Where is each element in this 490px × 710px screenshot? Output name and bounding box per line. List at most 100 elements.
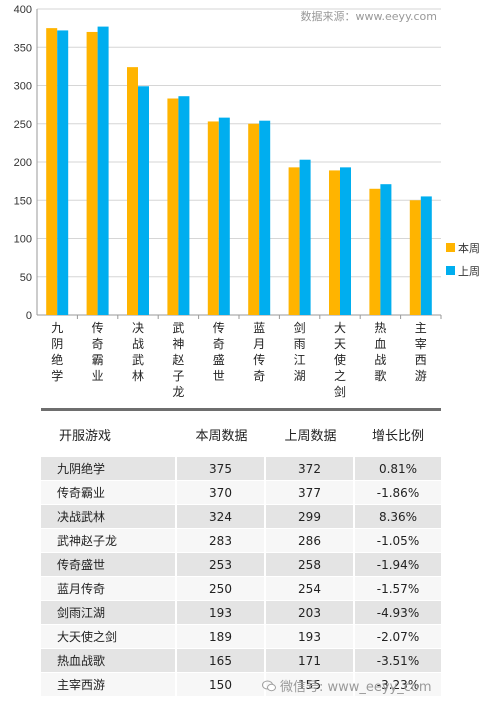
cell-last-week: 203 [266,601,355,625]
x-category-label: 江 [294,353,306,367]
chart-bars [46,26,432,316]
x-category-label: 学 [51,368,63,383]
cell-last-week: 286 [266,529,355,553]
wechat-watermark: 微信号: www_eeyy_com [262,676,432,695]
y-tick-label: 50 [20,272,32,284]
y-tick-label: 100 [14,234,32,246]
table-row: 传奇霸业 370 377 -1.86% [41,481,441,505]
cell-growth: -3.51% [355,649,441,673]
x-category-label: 奇 [92,337,104,351]
legend-label: 上周 [458,265,480,278]
x-category-label: 西 [415,353,427,367]
cell-game: 大天使之剑 [41,625,177,649]
cell-this-week: 189 [177,625,266,649]
bar-last-week [97,26,109,315]
cell-game: 传奇盛世 [41,553,177,577]
header-growth: 增长比例 [371,428,424,444]
bar-last-week [178,96,190,316]
x-category-label: 血 [374,337,386,351]
cell-last-week: 377 [266,481,355,505]
cell-game: 传奇霸业 [41,481,177,505]
x-category-label: 盛 [213,352,225,367]
cell-this-week: 165 [177,649,266,673]
cell-last-week: 258 [266,553,355,577]
x-category-label: 霸 [92,353,104,367]
cell-this-week: 193 [177,601,266,625]
cell-this-week: 375 [177,457,266,481]
x-category-label: 战 [132,337,144,351]
wechat-icon [262,680,276,691]
bar-this-week [207,121,219,315]
x-category-label: 奇 [213,337,225,351]
header-this-week: 本周数据 [195,428,248,444]
x-category-label: 剑 [334,384,346,399]
x-category-label: 之 [334,369,346,383]
x-category-label: 决 [132,321,144,335]
bar-this-week [248,123,260,315]
cell-this-week: 253 [177,553,266,577]
x-category-label: 大 [334,321,346,335]
x-category-label: 奇 [253,369,265,383]
cell-game: 主宰西游 [41,673,177,697]
bar-this-week [329,170,340,315]
x-category-label: 天 [334,337,346,351]
cell-last-week: 299 [266,505,355,529]
cell-growth: -1.57% [355,577,441,601]
table-row: 武神赵子龙 283 286 -1.05% [41,529,441,553]
table-row: 九阴绝学 375 372 0.81% [41,457,441,481]
cell-this-week: 283 [177,529,266,553]
bar-last-week [420,196,432,315]
x-category-label: 绝 [51,352,63,367]
x-category-label: 剑 [294,320,306,335]
x-category-label: 蓝 [253,321,265,335]
y-tick-label: 250 [14,119,32,131]
table-top-rule [41,408,441,411]
x-category-label: 阴 [51,337,63,351]
x-category-label: 赵 [172,353,184,367]
x-category-label: 宰 [415,336,427,351]
cell-this-week: 250 [177,577,266,601]
cell-last-week: 171 [266,649,355,673]
x-category-label: 主 [415,321,427,335]
y-tick-label: 150 [14,195,32,207]
cell-this-week: 370 [177,481,266,505]
cell-last-week: 372 [266,457,355,481]
bar-this-week [288,167,300,315]
cell-this-week: 150 [177,673,266,697]
x-category-label: 传 [92,320,104,335]
bar-this-week [409,200,421,315]
cell-growth: -2.07% [355,625,441,649]
cell-game: 武神赵子龙 [41,529,177,553]
data-source-label: 数据来源：www.eeyy.com [301,9,437,23]
x-category-label: 游 [415,369,427,383]
table-row: 蓝月传奇 250 254 -1.57% [41,577,441,601]
x-category-label: 使 [334,352,346,367]
legend-swatch [446,243,455,252]
chart-x-labels: 九阴绝学传奇霸业决战武林武神赵子龙传奇盛世蓝月传奇剑雨江湖大天使之剑热血战歌主宰… [51,320,427,399]
cell-this-week: 324 [177,505,266,529]
cell-last-week: 254 [266,577,355,601]
bar-this-week [369,188,381,315]
bar-this-week [127,67,138,315]
legend-label: 本周 [458,241,480,255]
cell-game: 决战武林 [41,505,177,529]
header-last-week: 上周数据 [284,428,337,444]
y-tick-label: 200 [14,157,32,169]
header-game: 开服游戏 [59,428,112,444]
cell-growth: -4.93% [355,601,441,625]
cell-game: 蓝月传奇 [41,577,177,601]
bar-this-week [46,28,58,315]
table-row: 剑雨江湖 193 203 -4.93% [41,601,441,625]
x-category-label: 神 [172,337,184,351]
bar-last-week [218,117,230,315]
table-row: 热血战歌 165 171 -3.51% [41,649,441,673]
bar-last-week [57,30,69,315]
bar-this-week [86,31,98,315]
bar-last-week [259,120,271,315]
y-tick-label: 300 [14,81,32,93]
x-category-label: 热 [374,321,386,335]
x-category-label: 雨 [294,337,306,351]
data-table: 开服游戏 本周数据 上周数据 增长比例 九阴绝学 375 372 0.81% 传奇霸业 3… [41,408,441,697]
